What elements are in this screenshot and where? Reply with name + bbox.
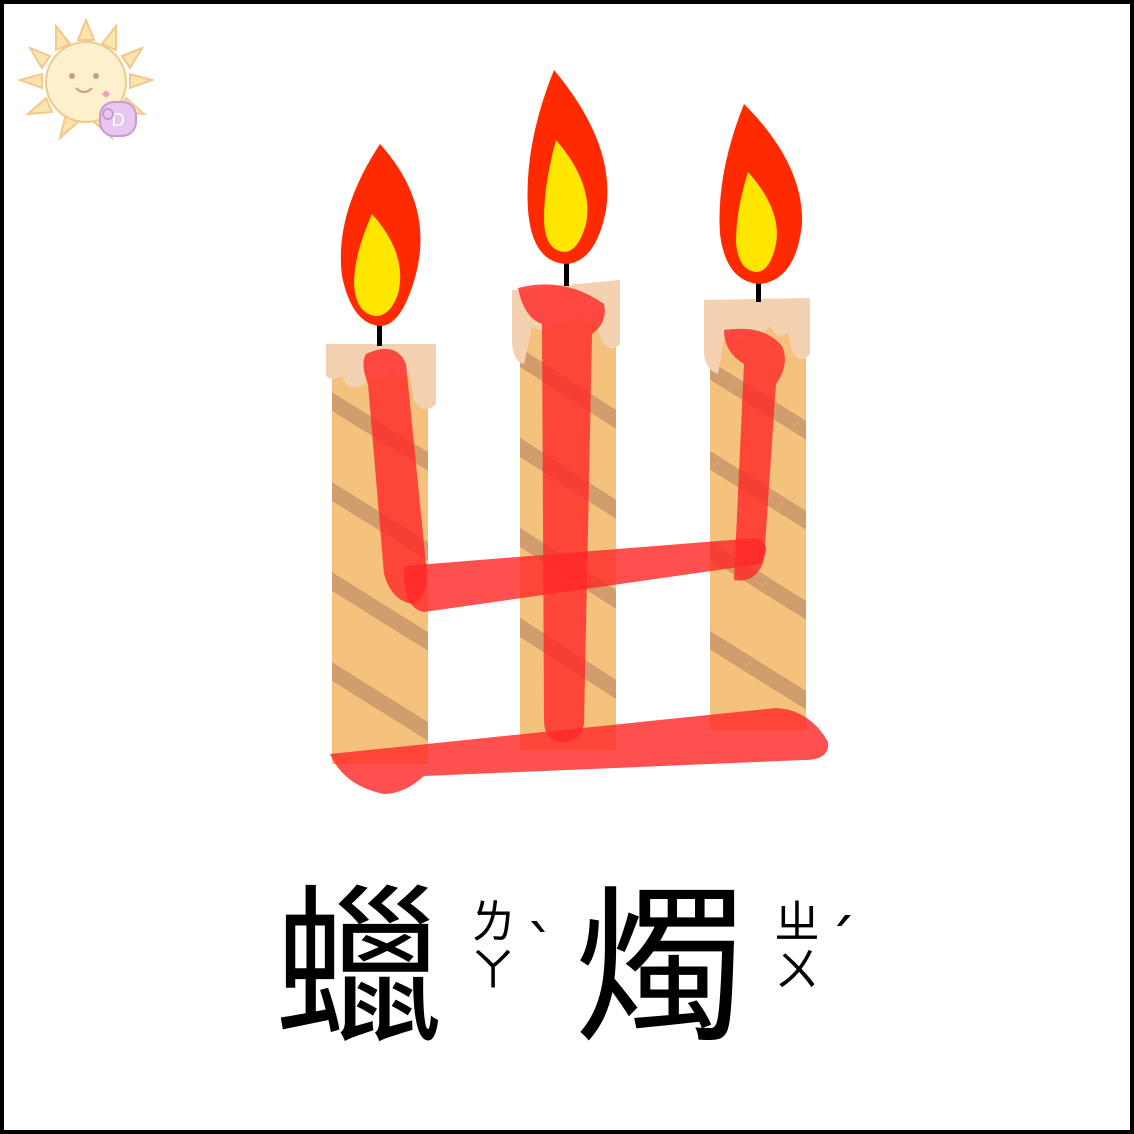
word-label: 蠟 ㄌ ㄚ ˋ 燭 ㄓ ㄨ ˊ	[274, 874, 894, 1074]
word-char2-zhuyin: ㄓ ㄨ	[774, 898, 820, 994]
candles-illustration	[326, 70, 829, 794]
word-char2-tone: ˊ	[826, 908, 856, 978]
word-char1-zhuyin: ㄌ ㄚ	[470, 898, 516, 994]
big-zhuyin-letter	[330, 284, 829, 794]
zhuyin-initial: ㄌ	[470, 895, 516, 949]
zhuyin-initial: ㄓ	[774, 895, 820, 949]
word-char1: 蠟	[274, 870, 445, 1068]
zhuyin-final: ㄨ	[774, 943, 820, 997]
word-char1-tone: ˋ	[526, 914, 556, 984]
svg-text:D: D	[111, 110, 125, 131]
sun-mascot-icon: D	[16, 18, 156, 141]
word-char2: 燭	[574, 870, 745, 1068]
zhuyin-final: ㄚ	[470, 943, 516, 997]
